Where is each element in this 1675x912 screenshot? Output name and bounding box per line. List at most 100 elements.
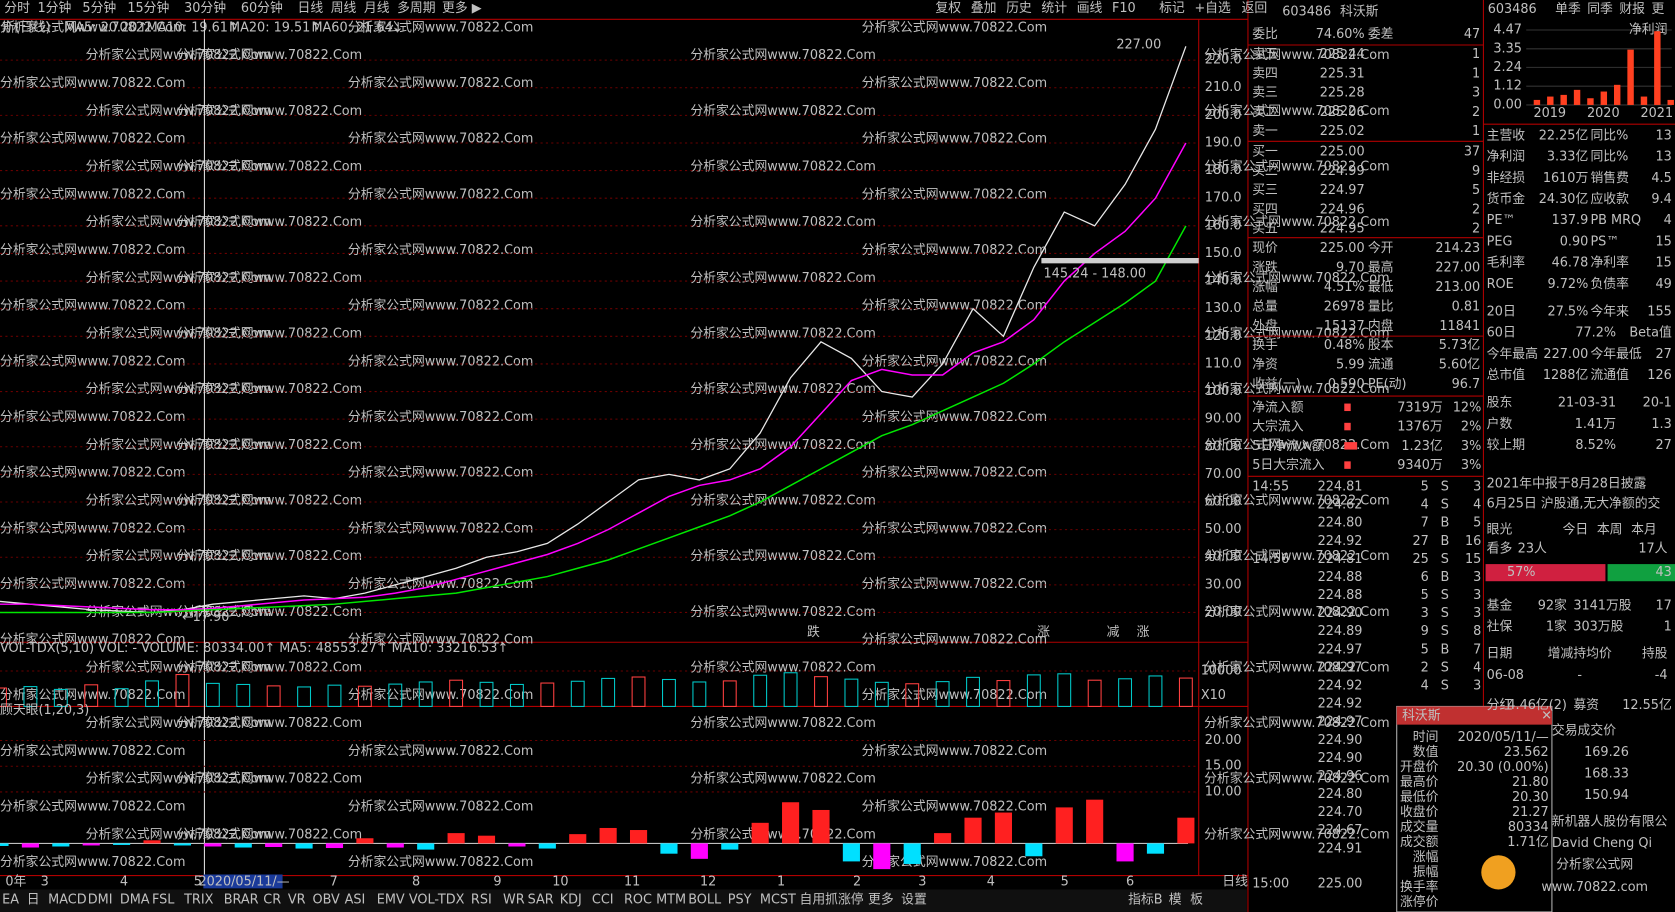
watermark: 分析家公式网www.70822.Com [1204, 715, 1390, 731]
indicator-tab[interactable]: CCI [592, 893, 614, 908]
volume-bar [1026, 674, 1041, 707]
indicator-tab[interactable]: 更多 [868, 893, 894, 908]
indicator-tab[interactable]: KDJ [560, 893, 582, 908]
label: 同比% [1590, 128, 1628, 143]
tool-button[interactable]: 历史 [1006, 1, 1032, 16]
label: 21-03-31 [1558, 396, 1616, 411]
tick-count: 5 [1473, 516, 1481, 531]
indicator-tab[interactable]: SAR [528, 893, 554, 908]
period-tab[interactable]: 日线 [298, 1, 324, 16]
volume-bar [1087, 679, 1102, 707]
label: 买二 [1252, 164, 1278, 179]
tool-button[interactable]: 叠加 [971, 1, 997, 16]
label: 净流入额 [1252, 400, 1303, 415]
tool-button[interactable]: +自选 [1194, 1, 1231, 16]
label: 06-08 [1487, 668, 1524, 683]
indicator-tab[interactable]: EMV [377, 893, 405, 908]
indicator-tab[interactable]: 指标B [1128, 893, 1162, 908]
label: 21.80 [1512, 775, 1549, 790]
indicator-tab[interactable]: EA [2, 893, 19, 908]
period-tab[interactable]: 30分钟 [184, 0, 226, 16]
tab[interactable]: 财报 [1619, 2, 1645, 17]
y-tick-label: 40.00 [1205, 550, 1242, 565]
volume-bar [692, 681, 707, 707]
watermark: 分析家公式网www.70822.Com [690, 159, 876, 175]
indicator-tab[interactable]: DMI [88, 893, 113, 908]
tool-button[interactable]: 画线 [1077, 1, 1103, 16]
label: 最高 [1368, 259, 1394, 275]
indicator-bar [903, 843, 921, 864]
tab[interactable]: 更 [1651, 2, 1664, 17]
indicator-tab[interactable]: MACD [48, 893, 87, 908]
y-tick-label: 10.00 [1205, 784, 1242, 799]
label: 现价 [1252, 241, 1278, 256]
watermark: 分析家公式网www.70822.Com [348, 799, 534, 815]
tool-button[interactable]: 复权 [935, 0, 961, 16]
tab[interactable]: 同季 [1587, 2, 1613, 17]
watermark: 分析家公式网www.70822.Com [862, 75, 1048, 91]
watermark: 分析家公式网www.70822.Com [86, 381, 272, 397]
tab[interactable]: 本月 [1631, 522, 1657, 537]
indicator-tab[interactable]: 模 [1169, 893, 1182, 908]
value: 0.90 [1560, 234, 1589, 249]
period-tab[interactable]: 1分钟 [37, 0, 71, 16]
indicator-tab[interactable]: OBV [313, 893, 341, 908]
watermark: 分析家公式网www.70822.Com [348, 409, 534, 425]
indicator-tab[interactable]: BOLL [688, 893, 722, 908]
watermark: 分析家公式网www.70822.Com [348, 854, 534, 870]
mini-bar [1547, 96, 1554, 105]
period-tab[interactable]: 5分钟 [82, 0, 116, 16]
indicator-bar [1116, 843, 1134, 862]
indicator-tab[interactable]: 自用抓涨停 [800, 892, 864, 908]
indicator-tab[interactable]: BRAR [224, 893, 259, 908]
label: 社保 [1487, 619, 1513, 635]
tool-button[interactable]: 统计 [1041, 1, 1067, 16]
indicator-tab[interactable]: CR [263, 893, 281, 908]
volume-bar [145, 680, 159, 707]
flow-bar [1344, 422, 1351, 431]
tool-button[interactable]: F10 [1112, 1, 1136, 16]
period-tab[interactable]: 15分钟 [127, 0, 169, 16]
close-button[interactable]: ✕ [1541, 709, 1552, 724]
value: 213.00 [1435, 280, 1480, 295]
indicator-tab[interactable]: TRIX [183, 893, 214, 908]
indicator-tab[interactable]: ROC [624, 893, 652, 908]
period-tab[interactable]: 周线 [331, 1, 357, 16]
tab[interactable]: 今日 [1563, 521, 1589, 537]
tool-button[interactable]: 标记 [1159, 1, 1185, 16]
indicator-tab[interactable]: DMA [120, 893, 150, 908]
indicator-tab[interactable]: 板 [1190, 893, 1203, 908]
period-tab[interactable]: 分时 [4, 1, 30, 16]
period-tab[interactable]: 多周期 [397, 1, 435, 16]
label: 57% [1507, 565, 1536, 580]
watermark: 分析家公式网www.70822.Com [86, 771, 272, 787]
indicator-tab[interactable]: RSI [471, 893, 492, 908]
tab[interactable]: 单季 [1555, 2, 1581, 17]
period-tab[interactable]: 60分钟 [241, 0, 283, 16]
indicator-tab[interactable]: 日 [27, 893, 40, 908]
indicator-tab[interactable]: WR [503, 893, 525, 908]
watermark: 分析家公式网www.70822.Com [690, 492, 876, 508]
y-tick-label: 3.35 [1493, 41, 1522, 56]
indicator-bar [1177, 817, 1195, 844]
watermark: 分析家公式网www.70822.Com [1204, 548, 1390, 564]
label: 今年最低 [1590, 346, 1641, 362]
indicator-tab[interactable]: FSL [152, 893, 175, 908]
tick-volume: 25 [1413, 552, 1429, 567]
indicator-tab[interactable]: MCST [760, 893, 796, 908]
flow-bar [1344, 442, 1358, 450]
period-tab[interactable]: 月线 [364, 1, 390, 16]
indicator-tab[interactable]: MTM [656, 893, 686, 908]
indicator-tab[interactable]: 设置 [901, 893, 927, 908]
indicator-tab[interactable]: VOL-TDX [409, 893, 465, 908]
indicator-tab[interactable]: VR [288, 893, 306, 908]
indicator-tab[interactable]: ASI [345, 893, 366, 908]
tab[interactable]: 本周 [1597, 522, 1623, 537]
label: 换手 [1252, 338, 1278, 353]
tool-button[interactable]: 返回 [1242, 1, 1268, 16]
watermark: 分析家公式网www.70822.Com [86, 826, 272, 842]
period-tab[interactable]: 更多 ▶ [442, 1, 482, 16]
volume-bar [509, 683, 524, 707]
indicator-tab[interactable]: PSY [728, 893, 752, 908]
label: 委差 [1368, 27, 1394, 42]
